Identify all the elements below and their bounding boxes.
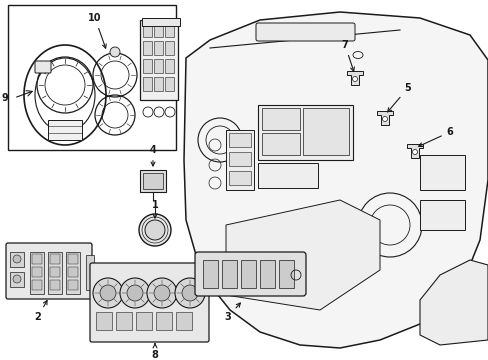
Circle shape: [147, 278, 177, 308]
Bar: [262, 108, 299, 130]
Bar: [228, 152, 250, 166]
Circle shape: [175, 278, 204, 308]
Text: 1: 1: [151, 200, 158, 218]
Bar: [66, 252, 80, 294]
Bar: [48, 252, 62, 294]
Text: 10: 10: [88, 13, 106, 48]
FancyBboxPatch shape: [256, 23, 354, 41]
Bar: [142, 173, 163, 189]
Bar: [154, 23, 163, 37]
Circle shape: [182, 285, 198, 301]
Circle shape: [382, 117, 386, 122]
Bar: [142, 77, 152, 91]
Bar: [142, 41, 152, 55]
Bar: [222, 260, 237, 288]
Polygon shape: [376, 111, 392, 125]
Polygon shape: [225, 200, 379, 310]
Bar: [258, 105, 352, 160]
FancyBboxPatch shape: [35, 61, 51, 73]
Bar: [154, 41, 163, 55]
Bar: [260, 260, 274, 288]
Circle shape: [13, 275, 21, 283]
FancyBboxPatch shape: [90, 263, 208, 342]
Bar: [136, 312, 152, 330]
Bar: [154, 77, 163, 91]
Bar: [68, 280, 78, 290]
Bar: [30, 252, 44, 294]
Text: 3: 3: [224, 303, 240, 322]
Bar: [164, 41, 174, 55]
Bar: [279, 260, 293, 288]
Bar: [32, 254, 42, 264]
Bar: [176, 312, 192, 330]
Bar: [262, 133, 299, 155]
Polygon shape: [406, 144, 422, 158]
Polygon shape: [419, 260, 487, 345]
Bar: [164, 77, 174, 91]
Bar: [142, 23, 152, 37]
Bar: [96, 312, 112, 330]
Text: 9: 9: [1, 93, 8, 103]
Circle shape: [127, 285, 142, 301]
Bar: [203, 260, 218, 288]
Bar: [10, 252, 24, 267]
Polygon shape: [183, 12, 487, 348]
Circle shape: [110, 47, 120, 57]
Bar: [68, 267, 78, 277]
Text: 5: 5: [387, 83, 410, 112]
Text: 4: 4: [149, 145, 156, 166]
Bar: [164, 23, 174, 37]
Bar: [140, 20, 178, 100]
Polygon shape: [346, 71, 362, 85]
Circle shape: [93, 278, 123, 308]
Text: 2: 2: [35, 301, 47, 322]
Bar: [50, 280, 60, 290]
Circle shape: [120, 278, 150, 308]
Bar: [228, 171, 250, 185]
Bar: [164, 59, 174, 73]
Bar: [50, 267, 60, 277]
FancyBboxPatch shape: [195, 252, 305, 296]
Bar: [303, 108, 348, 155]
Circle shape: [352, 77, 357, 81]
Bar: [32, 280, 42, 290]
Bar: [8, 5, 176, 150]
Bar: [419, 155, 464, 190]
Text: 8: 8: [151, 344, 158, 360]
Text: 6: 6: [418, 127, 452, 147]
Text: 7: 7: [341, 40, 354, 71]
Bar: [156, 312, 172, 330]
Bar: [116, 312, 132, 330]
Bar: [258, 163, 317, 188]
Circle shape: [100, 285, 116, 301]
Bar: [225, 130, 253, 190]
Circle shape: [13, 255, 21, 263]
Bar: [140, 170, 165, 192]
Bar: [68, 254, 78, 264]
Bar: [48, 120, 82, 140]
Bar: [10, 272, 24, 287]
Bar: [228, 133, 250, 147]
Bar: [419, 200, 464, 230]
FancyBboxPatch shape: [6, 243, 92, 299]
Bar: [142, 18, 180, 26]
Circle shape: [154, 285, 170, 301]
Bar: [154, 59, 163, 73]
Circle shape: [139, 214, 171, 246]
Bar: [142, 59, 152, 73]
Circle shape: [412, 149, 417, 154]
Bar: [50, 254, 60, 264]
Circle shape: [145, 220, 164, 240]
Bar: [241, 260, 256, 288]
Bar: [86, 255, 94, 290]
Bar: [32, 267, 42, 277]
